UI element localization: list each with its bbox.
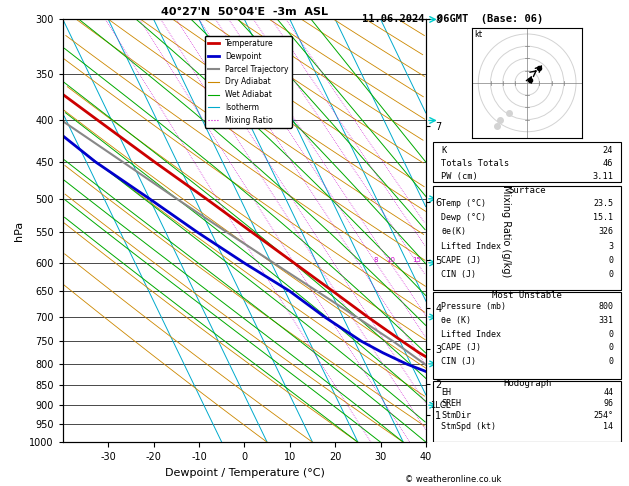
Text: θe(K): θe(K) — [441, 227, 466, 236]
Text: CAPE (J): CAPE (J) — [441, 256, 481, 265]
Text: Lifted Index: Lifted Index — [441, 330, 501, 339]
Text: 23.5: 23.5 — [593, 199, 613, 208]
Text: 24: 24 — [603, 146, 613, 155]
Text: 0: 0 — [608, 330, 613, 339]
Text: Pressure (mb): Pressure (mb) — [441, 302, 506, 311]
FancyBboxPatch shape — [433, 142, 621, 182]
Text: EH: EH — [441, 388, 451, 397]
Text: 11.06.2024  06GMT  (Base: 06): 11.06.2024 06GMT (Base: 06) — [362, 14, 543, 24]
Text: © weatheronline.co.uk: © weatheronline.co.uk — [404, 474, 501, 484]
Text: 15.1: 15.1 — [593, 213, 613, 222]
Text: 46: 46 — [603, 159, 613, 168]
Y-axis label: hPa: hPa — [14, 221, 24, 241]
Legend: Temperature, Dewpoint, Parcel Trajectory, Dry Adiabat, Wet Adiabat, Isotherm, Mi: Temperature, Dewpoint, Parcel Trajectory… — [204, 36, 292, 128]
Y-axis label: Mixing Ratio (g/kg): Mixing Ratio (g/kg) — [501, 185, 511, 277]
Text: Temp (°C): Temp (°C) — [441, 199, 486, 208]
X-axis label: Dewpoint / Temperature (°C): Dewpoint / Temperature (°C) — [165, 468, 325, 478]
Text: 0: 0 — [608, 256, 613, 265]
Text: 0: 0 — [608, 357, 613, 366]
Text: 15: 15 — [413, 257, 421, 263]
Text: CIN (J): CIN (J) — [441, 357, 476, 366]
Text: 1LCL: 1LCL — [430, 401, 450, 410]
Text: 800: 800 — [598, 302, 613, 311]
Text: 44: 44 — [603, 388, 613, 397]
Text: K: K — [441, 146, 447, 155]
FancyBboxPatch shape — [433, 292, 621, 379]
Text: StmDir: StmDir — [441, 411, 471, 419]
Text: 3: 3 — [608, 242, 613, 251]
Text: Most Unstable: Most Unstable — [493, 291, 562, 300]
Text: 14: 14 — [603, 422, 613, 431]
Text: 0: 0 — [608, 343, 613, 352]
Text: CAPE (J): CAPE (J) — [441, 343, 481, 352]
Text: 0: 0 — [608, 270, 613, 279]
Text: 326: 326 — [598, 227, 613, 236]
Text: 331: 331 — [598, 316, 613, 325]
FancyBboxPatch shape — [433, 381, 621, 442]
Text: θe (K): θe (K) — [441, 316, 471, 325]
Text: CIN (J): CIN (J) — [441, 270, 476, 279]
Text: kt: kt — [475, 30, 482, 39]
Text: Totals Totals: Totals Totals — [441, 159, 509, 168]
Text: Dewp (°C): Dewp (°C) — [441, 213, 486, 222]
Text: SREH: SREH — [441, 399, 461, 408]
Text: 96: 96 — [603, 399, 613, 408]
Text: Surface: Surface — [508, 186, 546, 195]
Text: StmSpd (kt): StmSpd (kt) — [441, 422, 496, 431]
Text: Hodograph: Hodograph — [503, 379, 552, 387]
Title: 40°27'N  50°04'E  -3m  ASL: 40°27'N 50°04'E -3m ASL — [161, 7, 328, 17]
Text: 254°: 254° — [593, 411, 613, 419]
Text: 10: 10 — [386, 257, 395, 263]
Text: Lifted Index: Lifted Index — [441, 242, 501, 251]
FancyBboxPatch shape — [433, 187, 621, 290]
Text: PW (cm): PW (cm) — [441, 173, 478, 181]
Text: 8: 8 — [374, 257, 378, 263]
Text: 3.11: 3.11 — [592, 173, 613, 181]
